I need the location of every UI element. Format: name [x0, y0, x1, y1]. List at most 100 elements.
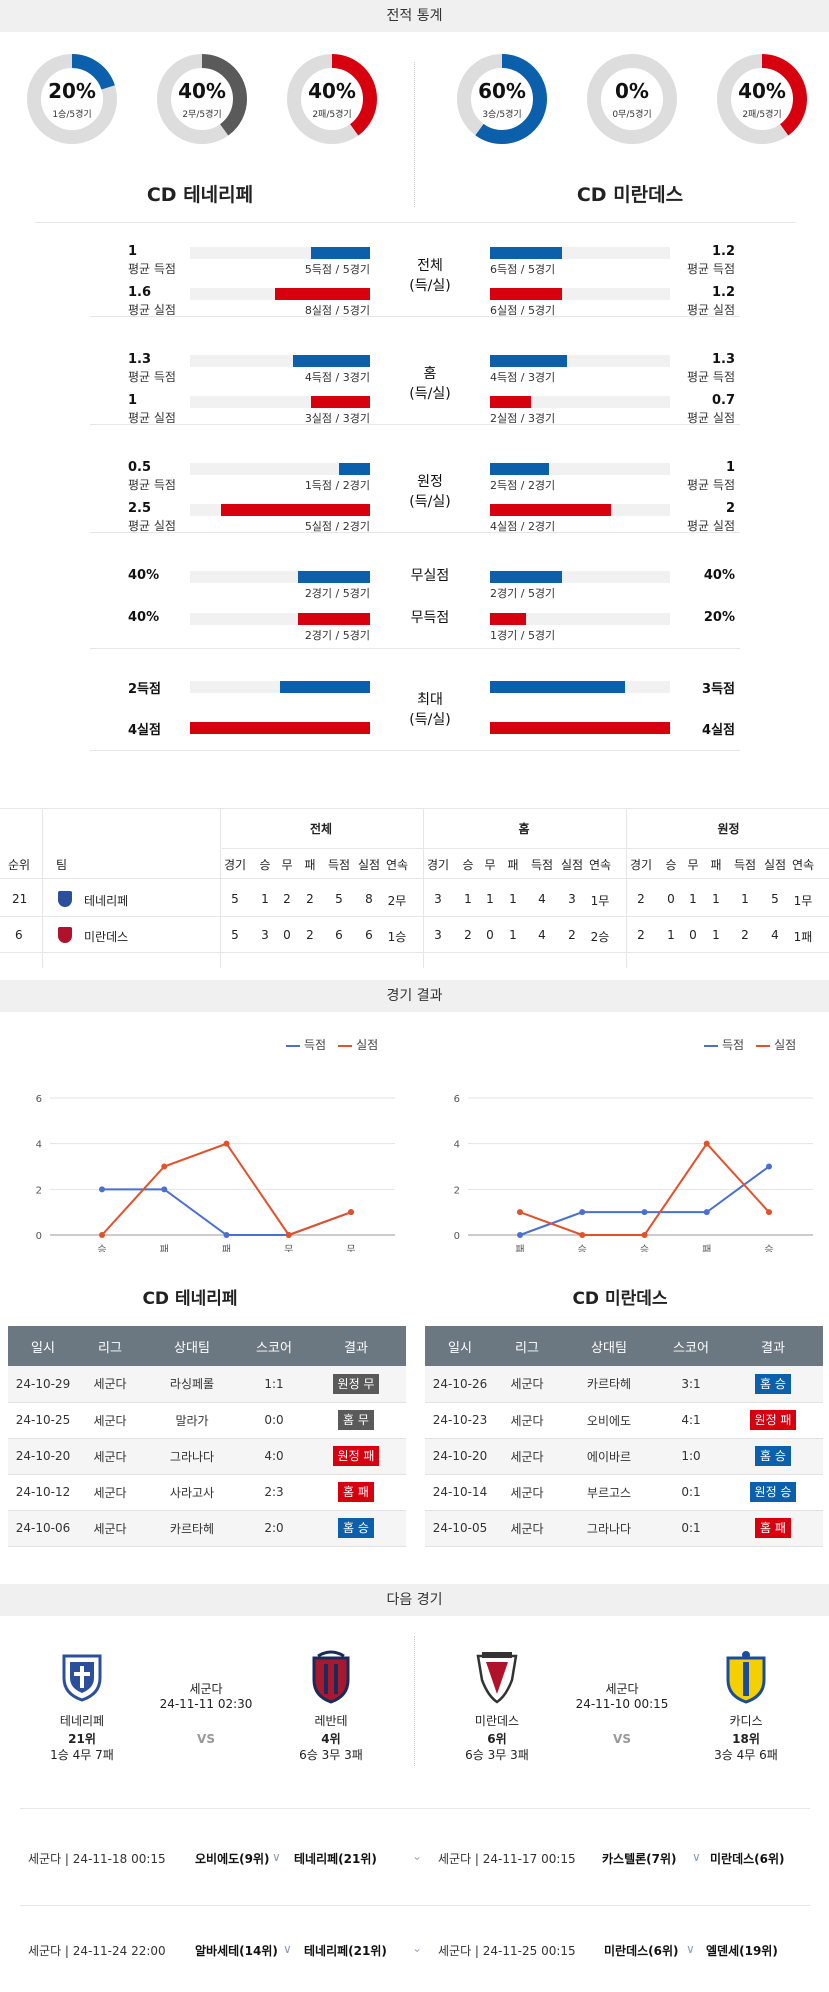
conceded-point[interactable] — [579, 1232, 586, 1238]
fixture-home[interactable]: 오비에도(9위) — [195, 1852, 270, 1866]
donut-fill — [717, 54, 807, 144]
next-home-name[interactable]: 테네리페 — [59, 1714, 105, 1728]
standings-cell: 2 — [637, 928, 645, 942]
away-stat-bar — [490, 571, 562, 583]
conceded-point[interactable] — [348, 1209, 354, 1216]
section-match-results: 경기 결과 — [0, 980, 829, 1012]
fixture-away[interactable]: 테네리페(21위) — [294, 1852, 377, 1866]
standings-column-header: 득점 — [530, 858, 554, 872]
home-stat-label: 평균 실점 — [128, 519, 176, 533]
fixture-away[interactable]: 테네리페(21위) — [304, 1944, 387, 1958]
divider — [42, 808, 43, 968]
away-stat-bar-track — [490, 681, 670, 693]
results-opp[interactable]: 라싱페롤 — [142, 1366, 242, 1403]
scored-point[interactable] — [99, 1186, 105, 1193]
donut-fill — [287, 54, 377, 144]
away-stat-label: 평균 득점 — [687, 370, 735, 384]
divider — [20, 1808, 810, 1809]
standings-column-header: 승 — [665, 858, 677, 872]
home-stat-label: 평균 득점 — [128, 370, 176, 384]
away-stat-caption: 1경기 / 5경기 — [490, 629, 556, 642]
standings-cell: 5 — [231, 928, 239, 942]
team-name[interactable]: 미란데스 — [84, 930, 129, 944]
results-opp[interactable]: 부르고스 — [559, 1474, 659, 1511]
cadiz-crest-icon — [726, 1651, 766, 1704]
conceded-point[interactable] — [766, 1209, 772, 1216]
home-stat-bar — [221, 504, 370, 516]
legend-conceded-swatch — [338, 1044, 353, 1047]
legend-conceded-swatch — [756, 1044, 771, 1047]
standings-cell: 1 — [509, 892, 517, 906]
line-chart: 0 2 4 6 승 패 패 무 무 — [36, 1094, 395, 1252]
fixture-away[interactable]: 엘덴세(19위) — [706, 1944, 778, 1958]
scored-point[interactable] — [703, 1209, 710, 1216]
results-opp[interactable]: 그라나다 — [559, 1510, 659, 1547]
standings-cell: 1무 — [793, 894, 813, 908]
results-result: 홈 패 — [306, 1474, 406, 1511]
fixture-home[interactable]: 카스텔론(7위) — [602, 1852, 677, 1866]
x-tick-label: 패 — [222, 1244, 231, 1252]
donut-fill — [457, 54, 547, 144]
results-score: 0:1 — [659, 1510, 723, 1547]
fixture-home[interactable]: 미란데스(6위) — [604, 1944, 679, 1958]
scored-point[interactable] — [641, 1209, 648, 1216]
fixture-away[interactable]: 미란데스(6위) — [710, 1852, 785, 1866]
scored-point[interactable] — [517, 1232, 523, 1238]
results-opp[interactable]: 말라가 — [142, 1402, 242, 1439]
next2-datetime: 24-11-10 00:15 — [575, 1697, 669, 1711]
chevron-down-icon: ⌄ — [412, 1941, 423, 1955]
scored-point[interactable] — [579, 1209, 586, 1216]
standings-cell: 3 — [261, 928, 269, 942]
conceded-point[interactable] — [703, 1140, 710, 1147]
next2-home-name[interactable]: 미란데스 — [474, 1714, 520, 1728]
conceded-point[interactable] — [161, 1163, 168, 1170]
home-stat-bar-track — [190, 288, 370, 300]
standings-cell: 2 — [568, 928, 576, 942]
standings-column-header: 경기 — [629, 858, 653, 872]
results-header-cell: 스코어 — [659, 1326, 723, 1366]
conceded-point[interactable] — [99, 1232, 105, 1238]
fixture-home[interactable]: 알바세테(14위) — [195, 1944, 278, 1958]
divider — [0, 808, 829, 809]
home-stat-bar-track — [190, 247, 370, 259]
scored-line — [102, 1188, 352, 1236]
results-result: 원정 패 — [306, 1438, 406, 1475]
results-row: 24-10-20 세군다 에이바르 1:0 홈 승 — [425, 1438, 823, 1475]
home-stat-caption: 2경기 / 5경기 — [304, 587, 370, 600]
home-stat-bar-track — [190, 613, 370, 625]
home-stat-caption: 4득점 / 3경기 — [304, 371, 370, 384]
scored-point[interactable] — [223, 1232, 230, 1238]
results-score: 1:0 — [659, 1438, 723, 1475]
conceded-point[interactable] — [517, 1209, 523, 1216]
conceded-point[interactable] — [641, 1232, 648, 1238]
results-league: 세군다 — [495, 1366, 559, 1403]
next-away-name[interactable]: 레반테 — [314, 1714, 348, 1728]
standings-cell: 3 — [434, 928, 442, 942]
next2-away-name[interactable]: 카디스 — [729, 1714, 763, 1728]
conceded-point[interactable] — [285, 1232, 292, 1238]
standings-column-header: 연속 — [588, 858, 612, 872]
standings-column-header: 패 — [304, 858, 316, 872]
standings-group-header: 홈 — [518, 822, 530, 836]
conceded-point[interactable] — [223, 1140, 230, 1147]
stat-category-name: 무득점 — [410, 610, 450, 626]
results-opp[interactable]: 사라고사 — [142, 1474, 242, 1511]
next2-away-rank: 18위 — [732, 1732, 760, 1746]
donut-chart: 0% 0무/5경기 — [585, 52, 679, 146]
team-name[interactable]: 테네리페 — [84, 894, 129, 908]
scored-point[interactable] — [766, 1163, 772, 1170]
standings-cell: 1 — [689, 892, 697, 906]
vs-label: VS — [613, 1732, 631, 1746]
results-opp[interactable]: 그라나다 — [142, 1438, 242, 1475]
results-date: 24-10-29 — [8, 1366, 78, 1403]
results-row: 24-10-05 세군다 그라나다 0:1 홈 패 — [425, 1510, 823, 1547]
results-opp[interactable]: 카르타헤 — [559, 1366, 659, 1403]
results-opp[interactable]: 오비에도 — [559, 1402, 659, 1439]
y-tick-label: 6 — [454, 1094, 460, 1105]
scored-point[interactable] — [161, 1186, 168, 1193]
vs-arrow-icon: ∨ — [692, 1850, 701, 1864]
standings-cell: 3 — [434, 892, 442, 906]
home-stat-bar — [298, 613, 370, 625]
results-opp[interactable]: 에이바르 — [559, 1438, 659, 1475]
results-opp[interactable]: 카르타헤 — [142, 1510, 242, 1547]
